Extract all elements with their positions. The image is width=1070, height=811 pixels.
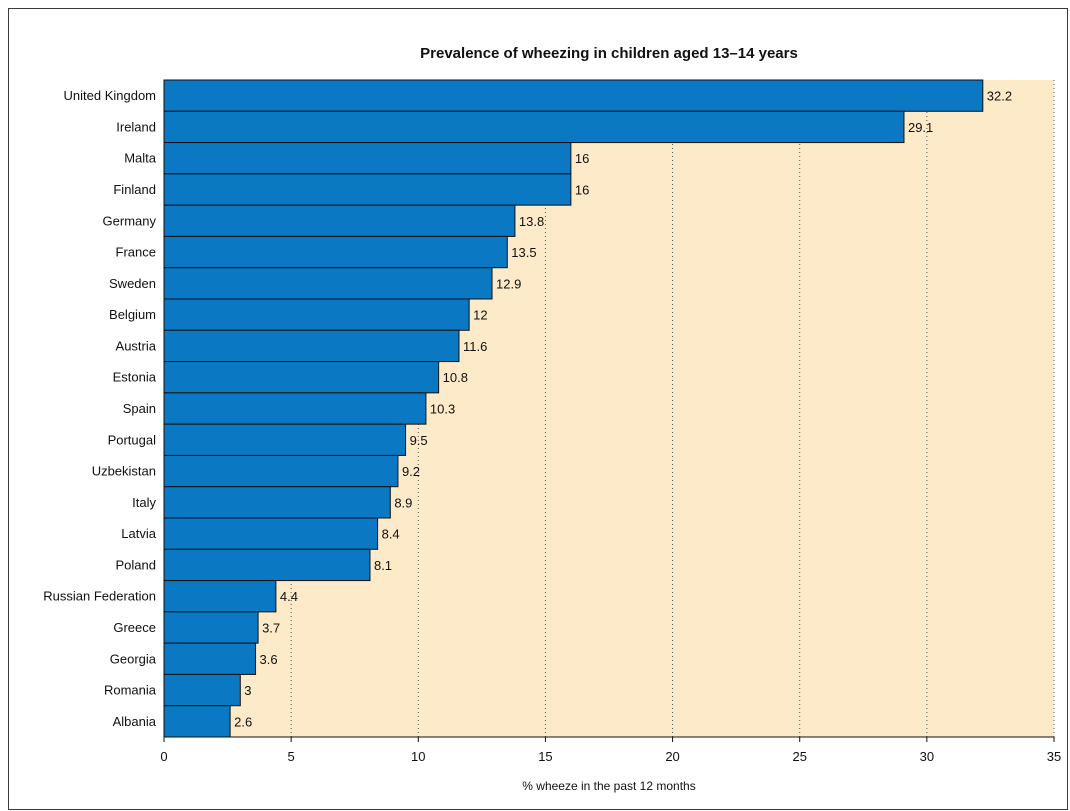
category-label: Uzbekistan bbox=[92, 464, 156, 479]
bar bbox=[163, 580, 277, 613]
bar bbox=[163, 329, 460, 363]
bar bbox=[163, 454, 399, 488]
x-axis-title: % wheeze in the past 12 months bbox=[522, 779, 695, 793]
bar bbox=[163, 486, 391, 519]
bar bbox=[163, 548, 371, 582]
bar bbox=[163, 298, 470, 331]
bar bbox=[163, 361, 440, 394]
chart-title: Prevalence of wheezing in children aged … bbox=[420, 45, 798, 62]
category-label: Belgium bbox=[109, 307, 156, 322]
data-label: 32.2 bbox=[987, 89, 1012, 104]
data-label: 13.5 bbox=[511, 245, 536, 260]
category-label: Estonia bbox=[113, 370, 157, 385]
data-label: 16 bbox=[575, 151, 589, 166]
category-label: Ireland bbox=[116, 119, 156, 134]
data-label: 4.4 bbox=[280, 589, 298, 604]
bar bbox=[163, 173, 572, 206]
category-label: Greece bbox=[113, 620, 156, 635]
category-label: Georgia bbox=[110, 651, 157, 666]
data-label: 12.9 bbox=[496, 276, 521, 291]
data-label: 2.6 bbox=[234, 714, 252, 729]
category-label: France bbox=[116, 245, 156, 260]
x-tick-label: 5 bbox=[288, 749, 295, 764]
data-label: 3.6 bbox=[260, 652, 278, 667]
category-label: Latvia bbox=[121, 526, 156, 541]
category-labels: United Kingdom Ireland Malta Finland Germany… bbox=[43, 88, 157, 729]
x-tick-label: 0 bbox=[160, 749, 167, 764]
bar bbox=[163, 79, 984, 112]
data-label: 8.4 bbox=[382, 527, 400, 542]
x-axis: 0 5 10 15 20 25 30 35 bbox=[160, 80, 1061, 764]
bar bbox=[163, 642, 257, 675]
bar bbox=[163, 673, 241, 707]
value-labels: 32.2 29.1 16 16 13.8 13.5 12.9 12 11.6 10.8 10.3 9.… bbox=[234, 89, 1012, 730]
category-label: Austria bbox=[116, 338, 157, 353]
data-label: 10.3 bbox=[430, 402, 455, 417]
bars bbox=[163, 79, 984, 738]
category-label: Italy bbox=[132, 495, 156, 510]
bar bbox=[163, 267, 493, 300]
bar bbox=[163, 110, 905, 144]
bar bbox=[163, 235, 508, 269]
category-label: Germany bbox=[103, 213, 157, 228]
category-label: United Kingdom bbox=[64, 88, 157, 103]
bar bbox=[163, 392, 427, 425]
category-label: Poland bbox=[116, 557, 156, 572]
bar bbox=[163, 204, 516, 237]
data-label: 12 bbox=[473, 308, 487, 323]
data-label: 10.8 bbox=[443, 370, 468, 385]
data-label: 9.2 bbox=[402, 464, 420, 479]
bar bbox=[163, 705, 231, 738]
bar bbox=[163, 611, 259, 644]
bar bbox=[163, 142, 572, 175]
x-tick-label: 30 bbox=[920, 749, 934, 764]
category-label: Sweden bbox=[109, 276, 156, 291]
category-label: Portugal bbox=[108, 432, 157, 447]
data-label: 3.7 bbox=[262, 621, 280, 636]
bar bbox=[163, 423, 407, 456]
category-label: Romania bbox=[104, 683, 157, 698]
x-tick-label: 10 bbox=[411, 749, 425, 764]
category-label: Albania bbox=[113, 714, 157, 729]
data-label: 11.6 bbox=[463, 339, 487, 354]
data-label: 3 bbox=[244, 683, 251, 698]
category-label: Malta bbox=[124, 151, 157, 166]
x-tick-label: 20 bbox=[665, 749, 679, 764]
data-label: 13.8 bbox=[519, 214, 544, 229]
data-label: 29.1 bbox=[908, 120, 933, 135]
x-tick-label: 35 bbox=[1047, 749, 1061, 764]
category-label: Finland bbox=[113, 182, 156, 197]
x-tick-label: 25 bbox=[792, 749, 806, 764]
data-label: 8.1 bbox=[374, 558, 392, 573]
category-label: Russian Federation bbox=[43, 589, 156, 604]
data-label: 16 bbox=[575, 183, 589, 198]
x-tick-label: 15 bbox=[538, 749, 552, 764]
category-label: Spain bbox=[123, 401, 156, 416]
data-label: 8.9 bbox=[394, 495, 412, 510]
data-label: 9.5 bbox=[410, 433, 428, 448]
bar bbox=[163, 517, 379, 550]
